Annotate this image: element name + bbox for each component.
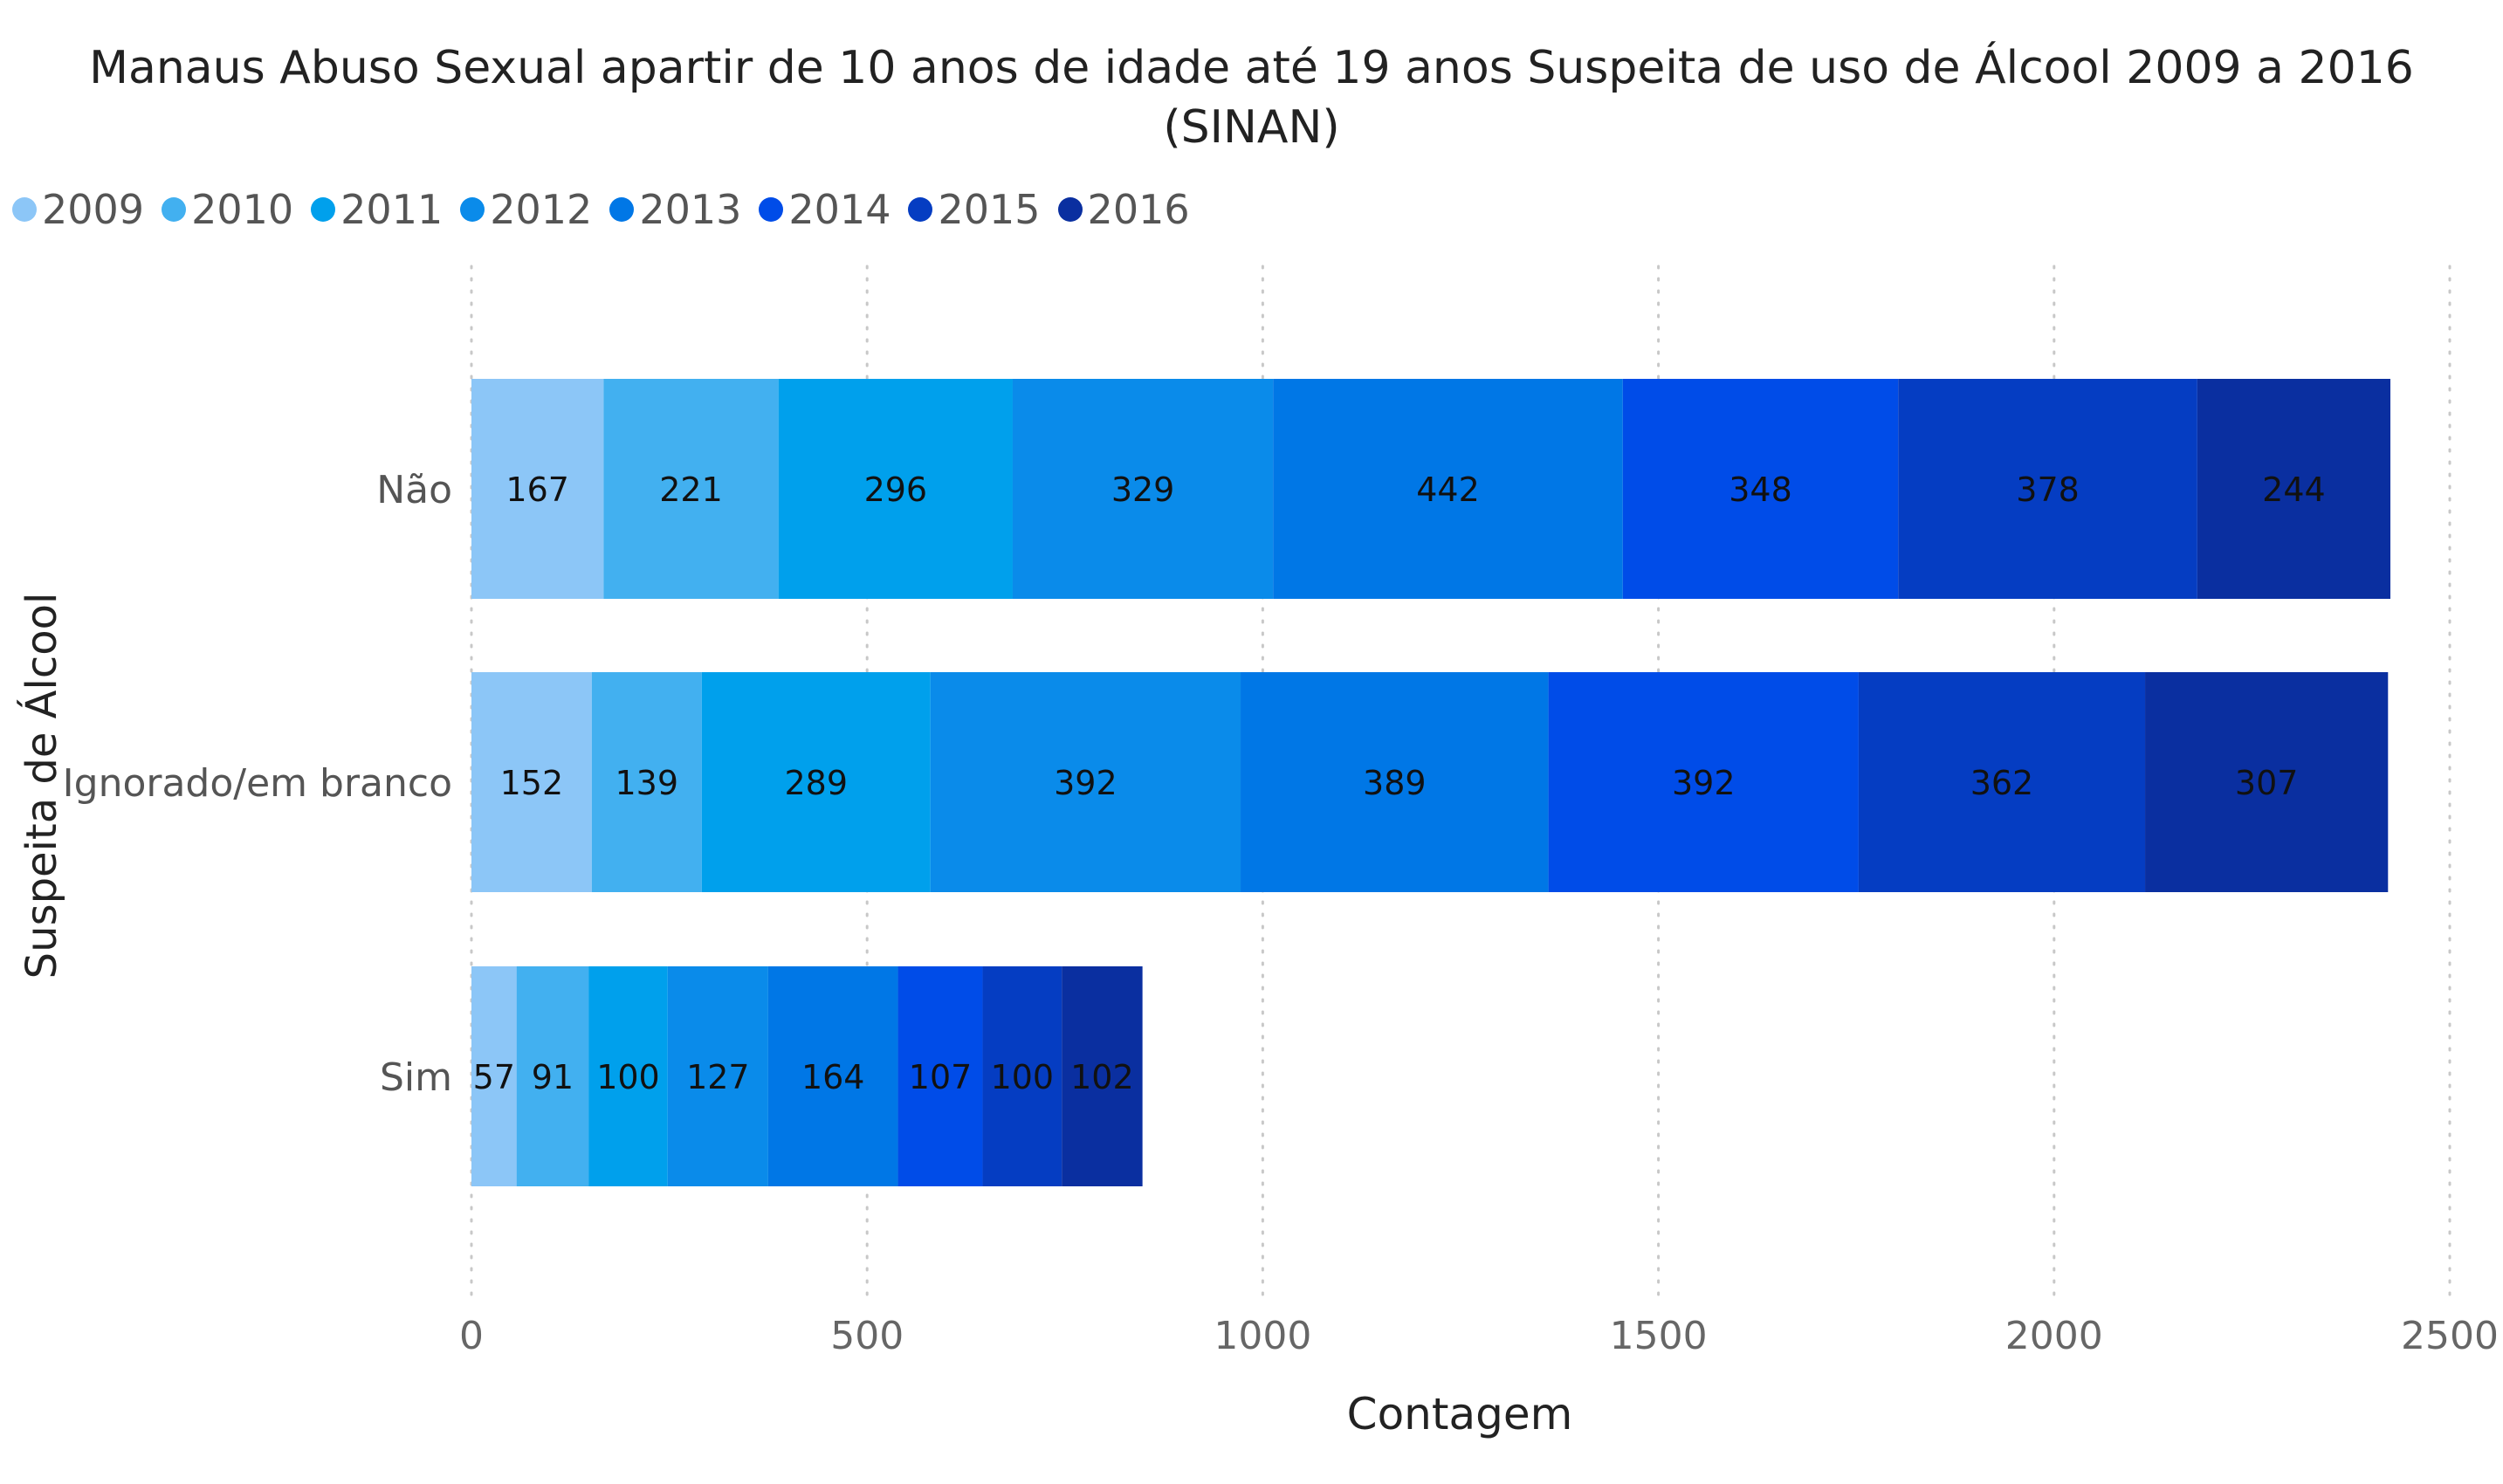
bar-segment [516, 966, 589, 1186]
legend-swatch [12, 197, 37, 222]
data-label: 139 [615, 764, 679, 802]
legend-item: 2009 [12, 186, 144, 233]
bar-segment [1548, 672, 1859, 892]
bar-segment [1898, 379, 2197, 599]
category-label: Sim [380, 1055, 452, 1100]
bar-segment [1062, 966, 1143, 1186]
bar-segment [2197, 379, 2391, 599]
legend-label: 2012 [490, 186, 593, 233]
chart-title-line-2: (SINAN) [1163, 101, 1340, 154]
data-label: 100 [991, 1058, 1055, 1096]
data-label: 152 [500, 764, 564, 802]
bar-segment [603, 379, 779, 599]
bar-segment [778, 379, 1013, 599]
legend-label: 2011 [340, 186, 444, 233]
legend-label: 2016 [1087, 186, 1190, 233]
chart-title: Manaus Abuso Sexual apartir de 10 anos d… [0, 38, 2503, 157]
data-label: 127 [686, 1058, 750, 1096]
legend-swatch [759, 197, 784, 222]
legend-item: 2010 [162, 186, 293, 233]
legend-label: 2013 [639, 186, 742, 233]
chart-title-line-1: Manaus Abuso Sexual apartir de 10 anos d… [89, 42, 2414, 94]
legend-item: 2011 [311, 186, 443, 233]
data-label: 221 [659, 471, 723, 509]
data-label: 57 [473, 1058, 515, 1096]
legend-label: 2010 [191, 186, 294, 233]
legend-label: 2015 [938, 186, 1041, 233]
bar-segment [1273, 379, 1623, 599]
x-tick-label: 1500 [1610, 1314, 1708, 1358]
bar-segment [2145, 672, 2389, 892]
bar-segment [767, 966, 898, 1186]
data-label: 378 [2016, 471, 2080, 509]
data-label: 164 [801, 1058, 865, 1096]
legend-item: 2013 [609, 186, 741, 233]
data-label: 329 [1111, 471, 1175, 509]
x-tick-label: 2500 [2401, 1314, 2499, 1358]
bar-segment [701, 672, 931, 892]
legend-item: 2012 [460, 186, 592, 233]
x-tick-label: 0 [459, 1314, 484, 1358]
y-axis-title: Suspeita de Álcool [17, 592, 66, 979]
legend-swatch [908, 197, 933, 222]
legend-label: 2009 [42, 186, 145, 233]
legend-swatch [311, 197, 336, 222]
data-label: 100 [596, 1058, 660, 1096]
data-label: 289 [784, 764, 848, 802]
data-label: 392 [1054, 764, 1117, 802]
data-label: 442 [1416, 471, 1480, 509]
bar-segment [1012, 379, 1274, 599]
bar-segment [471, 379, 604, 599]
data-label: 348 [1729, 471, 1792, 509]
legend-item: 2014 [759, 186, 890, 233]
bar-segment [930, 672, 1241, 892]
legend-swatch [162, 197, 187, 222]
x-tick-label: 1000 [1214, 1314, 1311, 1358]
x-axis-title: Contagem [1346, 1389, 1573, 1439]
bar-segment [1858, 672, 2146, 892]
legend: 2009 2010 2011 2012 2013 2014 2015 2016 [12, 183, 1207, 236]
data-label: 107 [909, 1058, 973, 1096]
data-label: 102 [1070, 1058, 1134, 1096]
bar-segment [667, 966, 768, 1186]
bar-segment [471, 672, 592, 892]
legend-item: 2015 [908, 186, 1041, 233]
data-label: 167 [505, 471, 569, 509]
bar-segment [591, 672, 702, 892]
legend-label: 2014 [788, 186, 891, 233]
bar-segment [1241, 672, 1549, 892]
x-tick-label: 500 [830, 1314, 904, 1358]
legend-swatch [460, 197, 485, 222]
category-label: Não [376, 468, 452, 512]
bar-segment [588, 966, 668, 1186]
legend-swatch [1057, 197, 1083, 222]
data-label: 244 [2262, 471, 2326, 509]
bar-segment [1622, 379, 1899, 599]
data-label: 296 [864, 471, 928, 509]
category-label: Ignorado/em branco [63, 761, 452, 806]
data-label: 389 [1363, 764, 1427, 802]
x-tick-label: 2000 [2005, 1314, 2103, 1358]
data-label: 91 [532, 1058, 574, 1096]
bar-segment [471, 966, 517, 1186]
bar-segment [982, 966, 1062, 1186]
data-label: 392 [1672, 764, 1736, 802]
legend-item: 2016 [1057, 186, 1190, 233]
data-label: 362 [1970, 764, 2034, 802]
data-label: 307 [2235, 764, 2299, 802]
bar-segment [897, 966, 983, 1186]
legend-swatch [609, 197, 635, 222]
